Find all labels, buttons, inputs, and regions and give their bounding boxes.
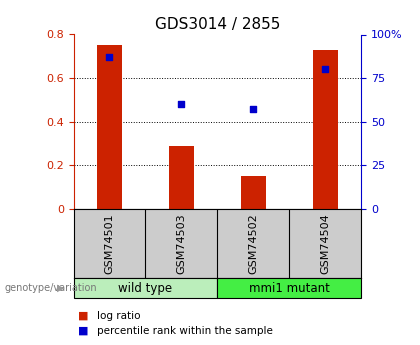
Text: log ratio: log ratio	[97, 311, 140, 321]
Title: GDS3014 / 2855: GDS3014 / 2855	[155, 17, 280, 32]
Bar	[74, 278, 218, 298]
Point	[250, 107, 257, 112]
Point	[178, 101, 185, 107]
Text: GSM74504: GSM74504	[320, 213, 330, 274]
Point	[322, 67, 328, 72]
Bar	[97, 46, 122, 209]
Bar	[169, 146, 194, 209]
Text: mmi1 mutant: mmi1 mutant	[249, 282, 330, 295]
Text: ▶: ▶	[57, 283, 64, 293]
Text: genotype/variation: genotype/variation	[4, 283, 97, 293]
Text: wild type: wild type	[118, 282, 173, 295]
Bar	[241, 176, 266, 209]
Bar	[218, 278, 361, 298]
Text: ■: ■	[78, 326, 88, 335]
Text: GSM74502: GSM74502	[248, 213, 258, 274]
Text: GSM74501: GSM74501	[105, 213, 115, 274]
Text: GSM74503: GSM74503	[176, 213, 186, 274]
Text: percentile rank within the sample: percentile rank within the sample	[97, 326, 273, 335]
Point	[106, 55, 113, 60]
Bar	[312, 50, 338, 209]
Text: ■: ■	[78, 311, 88, 321]
